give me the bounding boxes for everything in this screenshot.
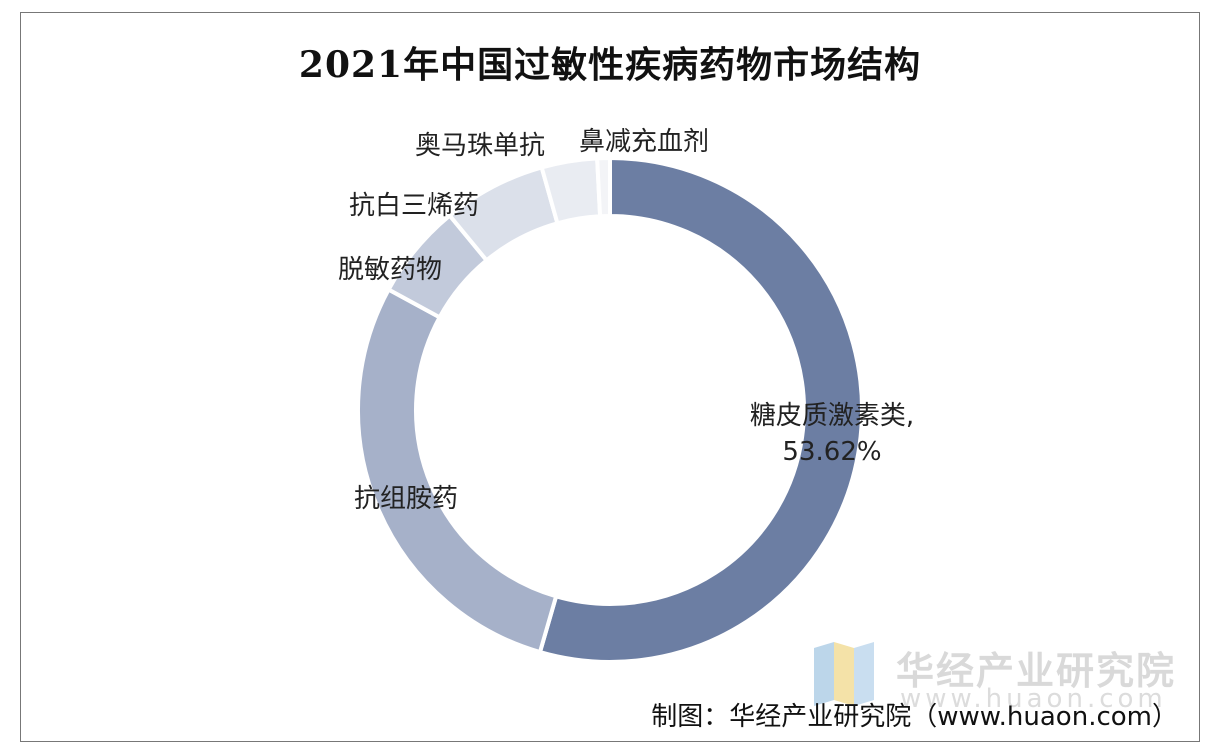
slice-label-2: 抗组胺药 bbox=[354, 484, 458, 514]
source-note: 制图：华经产业研究院（www.huaon.com） bbox=[651, 702, 1178, 732]
slice-label-1: 糖皮质激素类, bbox=[750, 401, 914, 431]
huajing-logo-icon bbox=[814, 642, 874, 706]
donut-slice-2 bbox=[356, 286, 559, 655]
chart-title: 2021年中国过敏性疾病药物市场结构 bbox=[298, 44, 922, 86]
watermark-name: 华经产业研究院 bbox=[896, 649, 1177, 693]
slice-value-label-1: 53.62% bbox=[782, 437, 881, 467]
slice-label-5: 奥马珠单抗 bbox=[415, 131, 545, 161]
slice-label-4: 抗白三烯药 bbox=[349, 191, 479, 221]
slice-label-6: 鼻减充血剂 bbox=[579, 127, 709, 157]
slice-label-3: 脱敏药物 bbox=[338, 255, 442, 285]
donut-slice-1 bbox=[537, 155, 864, 664]
watermark-url: www.huaon.com bbox=[900, 684, 1167, 714]
donut-slice-6 bbox=[595, 155, 612, 219]
